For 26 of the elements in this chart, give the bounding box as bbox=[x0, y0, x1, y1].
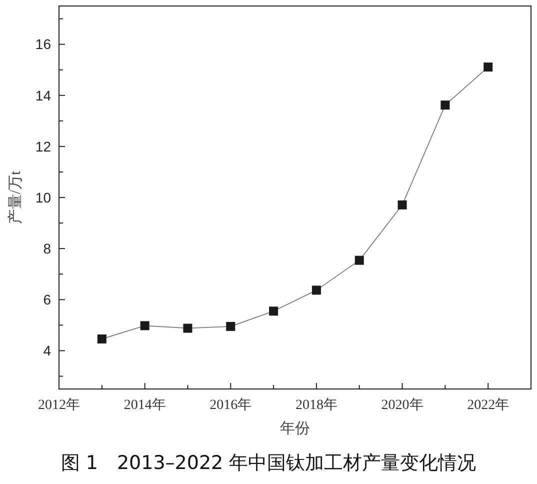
y-tick-label: 14 bbox=[35, 87, 52, 104]
point bbox=[226, 322, 236, 331]
point bbox=[269, 306, 278, 316]
point bbox=[97, 334, 106, 344]
y-tick-label: 16 bbox=[35, 36, 52, 52]
y-tick-label: 12 bbox=[35, 138, 52, 154]
x-axis-title: 年份 bbox=[280, 420, 310, 437]
y-tick-label: 4 bbox=[43, 342, 52, 359]
text: 图 1 2013–2022 年中国钛加工材产量变化情况 bbox=[60, 452, 476, 474]
point bbox=[354, 256, 364, 265]
y-tick-label: 8 bbox=[43, 240, 52, 256]
point bbox=[484, 62, 493, 72]
x-tick-label: 2022年 bbox=[467, 397, 510, 413]
x-tick-label: 2018年 bbox=[295, 397, 338, 413]
point bbox=[312, 286, 321, 295]
y-axis-title: 产量/万t bbox=[7, 170, 24, 224]
x-tick-label: 2014年 bbox=[124, 397, 166, 413]
x-tick-label: 2020年 bbox=[381, 397, 424, 413]
point bbox=[183, 324, 192, 333]
x-tick-label: 2012年 bbox=[38, 397, 80, 413]
y-tick-label: 6 bbox=[43, 292, 52, 308]
point bbox=[140, 321, 150, 330]
x-tick-label: 2016年 bbox=[210, 397, 252, 413]
y-tick-label: 10 bbox=[35, 189, 52, 206]
point bbox=[398, 200, 407, 210]
point bbox=[440, 100, 450, 110]
